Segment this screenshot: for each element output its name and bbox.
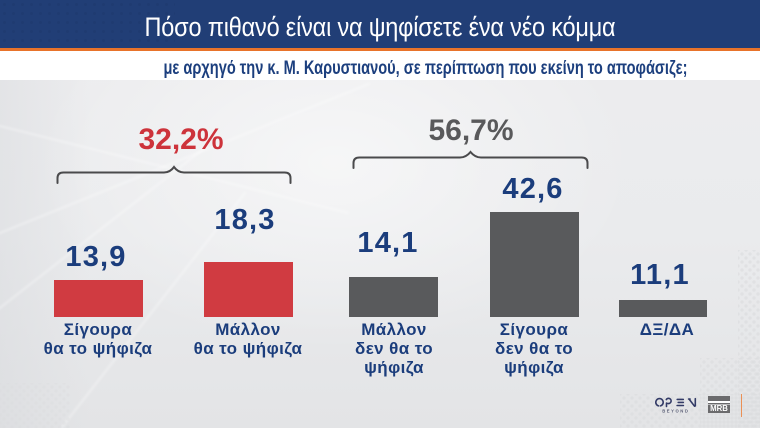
svg-text:BEYOND: BEYOND [662,409,689,414]
